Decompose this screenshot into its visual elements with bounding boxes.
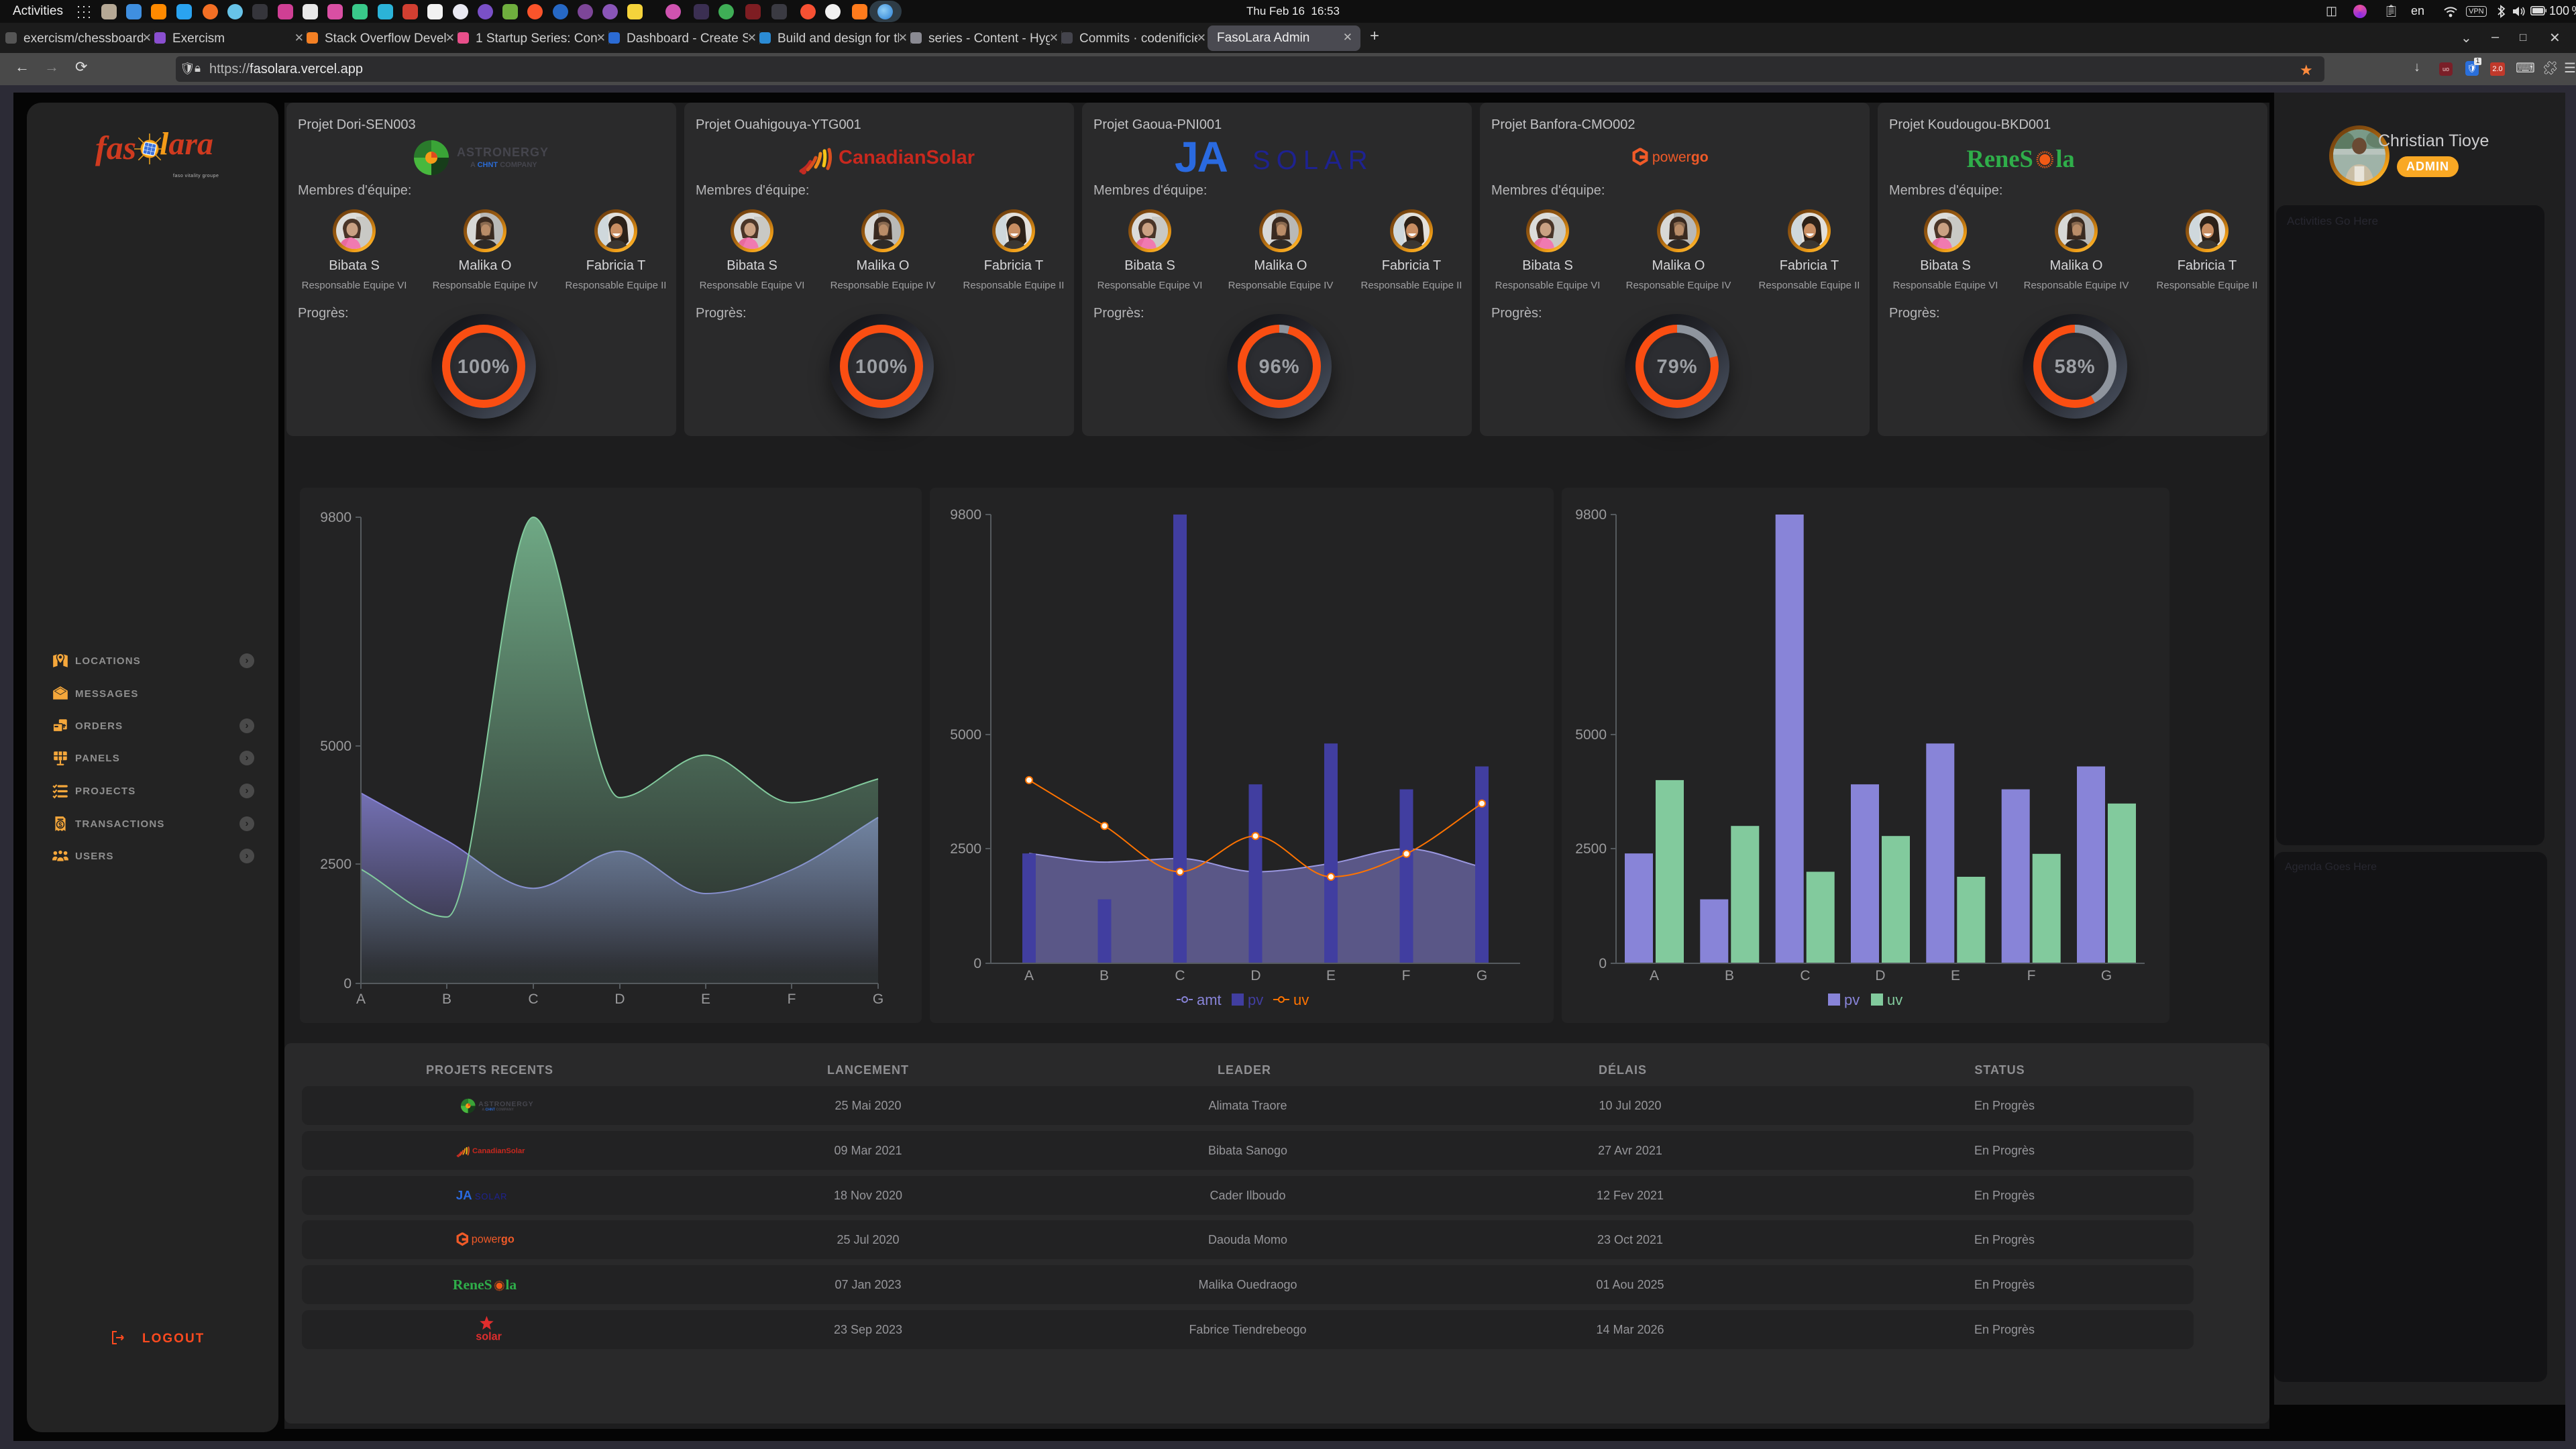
- svg-text:9800: 9800: [1575, 507, 1607, 523]
- svg-text:A: A: [1650, 968, 1659, 983]
- svg-text:uv: uv: [1887, 991, 1902, 1008]
- svg-text:$: $: [58, 822, 62, 829]
- svg-text:D: D: [1250, 968, 1260, 983]
- svg-text:E: E: [701, 991, 710, 1007]
- svg-text:2500: 2500: [950, 841, 981, 857]
- svg-text:F: F: [788, 991, 796, 1007]
- svg-text:C: C: [1800, 968, 1810, 983]
- svg-text:D: D: [1875, 968, 1885, 983]
- svg-text:E: E: [1326, 968, 1336, 983]
- svg-text:5000: 5000: [950, 727, 981, 743]
- svg-text:D: D: [614, 991, 625, 1007]
- svg-text:0: 0: [1599, 956, 1607, 971]
- svg-text:B: B: [1725, 968, 1734, 983]
- svg-text:pv: pv: [1844, 991, 1860, 1008]
- svg-text:9800: 9800: [950, 507, 981, 523]
- svg-text:G: G: [2101, 968, 2112, 983]
- svg-text:pv: pv: [1248, 991, 1263, 1008]
- svg-text:0: 0: [973, 956, 981, 971]
- svg-text:A: A: [1024, 968, 1034, 983]
- svg-text:G: G: [1477, 968, 1487, 983]
- svg-text:uv: uv: [1293, 991, 1309, 1008]
- svg-text:5000: 5000: [1575, 727, 1607, 743]
- svg-text:B: B: [1099, 968, 1109, 983]
- svg-text:0: 0: [343, 976, 352, 991]
- svg-text:B: B: [442, 991, 451, 1007]
- svg-text:C: C: [1175, 968, 1185, 983]
- svg-text:5000: 5000: [320, 739, 352, 754]
- svg-text:2500: 2500: [320, 857, 352, 872]
- svg-text:F: F: [1402, 968, 1411, 983]
- svg-text:A: A: [356, 991, 366, 1007]
- svg-text:amt: amt: [1197, 991, 1222, 1008]
- svg-text:9800: 9800: [320, 510, 352, 525]
- svg-text:C: C: [528, 991, 538, 1007]
- svg-text:E: E: [1951, 968, 1960, 983]
- svg-text:G: G: [873, 991, 883, 1007]
- svg-text:F: F: [2027, 968, 2036, 983]
- svg-text:2500: 2500: [1575, 841, 1607, 857]
